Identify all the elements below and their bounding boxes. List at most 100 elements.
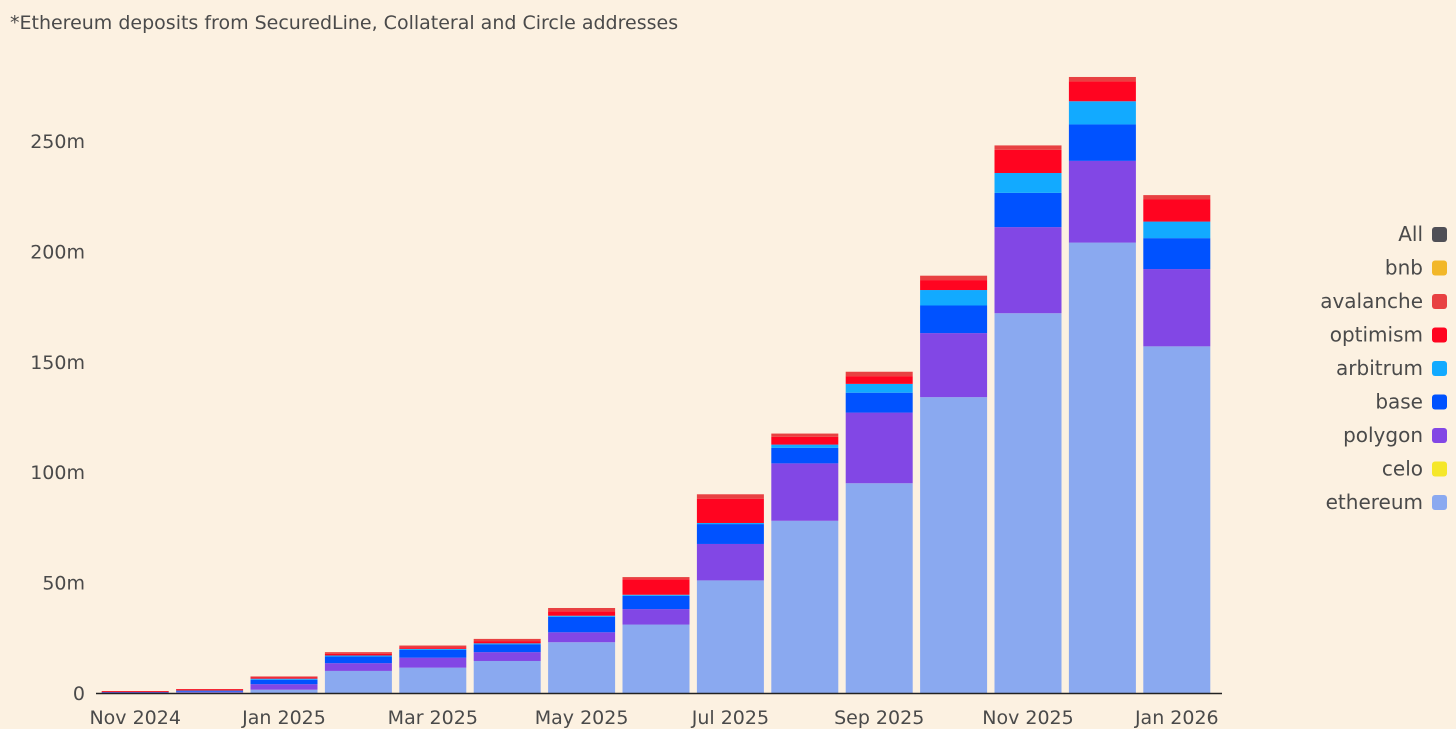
bar-segment-arbitrum[interactable] bbox=[324, 655, 392, 657]
bar-segment-base[interactable] bbox=[622, 595, 690, 610]
bar-segment-avalanche[interactable] bbox=[473, 638, 541, 642]
bar-segment-arbitrum[interactable] bbox=[1143, 221, 1211, 239]
bar-segment-base[interactable] bbox=[1068, 124, 1136, 161]
legend-item-celo[interactable]: celo bbox=[1382, 457, 1447, 481]
bar-segment-avalanche[interactable] bbox=[1068, 76, 1136, 82]
bar-segment-arbitrum[interactable] bbox=[176, 690, 244, 692]
bar-segment-arbitrum[interactable] bbox=[1068, 101, 1136, 125]
bar-segment-ethereum[interactable] bbox=[1068, 242, 1136, 693]
bar-segment-base[interactable] bbox=[771, 447, 839, 464]
legend-item-ethereum[interactable]: ethereum bbox=[1326, 490, 1447, 514]
bar-segment-avalanche[interactable] bbox=[548, 607, 616, 612]
bar-segment-avalanche[interactable] bbox=[994, 145, 1062, 150]
legend-item-polygon[interactable]: polygon bbox=[1343, 423, 1447, 447]
bar-segment-ethereum[interactable] bbox=[324, 670, 392, 693]
bar-segment-base[interactable] bbox=[920, 305, 988, 334]
bar-segment-base[interactable] bbox=[548, 616, 616, 633]
bar-segment-polygon[interactable] bbox=[473, 652, 541, 661]
bar-segment-base[interactable] bbox=[994, 192, 1062, 228]
bar-segment-arbitrum[interactable] bbox=[399, 648, 467, 650]
bar-segment-ethereum[interactable] bbox=[399, 667, 467, 693]
bar-stack-aug-2025[interactable] bbox=[771, 433, 839, 693]
bar-segment-avalanche[interactable] bbox=[399, 645, 467, 648]
bar-segment-polygon[interactable] bbox=[548, 632, 616, 643]
legend-item-arbitrum[interactable]: arbitrum bbox=[1336, 356, 1447, 380]
bar-segment-polygon[interactable] bbox=[920, 333, 988, 398]
bar-segment-polygon[interactable] bbox=[622, 609, 690, 625]
bar-segment-polygon[interactable] bbox=[1068, 160, 1136, 243]
bar-segment-avalanche[interactable] bbox=[1143, 195, 1211, 200]
bar-segment-avalanche[interactable] bbox=[176, 689, 244, 690]
bar-segment-ethereum[interactable] bbox=[771, 520, 839, 693]
bar-segment-polygon[interactable] bbox=[324, 663, 392, 671]
bar-segment-polygon[interactable] bbox=[250, 684, 318, 690]
bar-segment-ethereum[interactable] bbox=[994, 313, 1062, 693]
bar-stack-dec-2024[interactable] bbox=[176, 689, 244, 693]
bar-segment-ethereum[interactable] bbox=[696, 580, 764, 693]
bar-segment-optimism[interactable] bbox=[771, 436, 839, 445]
bar-stack-may-2025[interactable] bbox=[548, 607, 616, 693]
bar-stack-sep-2025[interactable] bbox=[845, 371, 913, 693]
bar-segment-base[interactable] bbox=[399, 649, 467, 658]
bar-segment-base[interactable] bbox=[845, 392, 913, 413]
bar-segment-optimism[interactable] bbox=[399, 647, 467, 649]
bar-segment-optimism[interactable] bbox=[920, 280, 988, 291]
bar-segment-ethereum[interactable] bbox=[473, 660, 541, 693]
bar-segment-arbitrum[interactable] bbox=[771, 444, 839, 448]
bar-segment-polygon[interactable] bbox=[696, 543, 764, 581]
bar-segment-base[interactable] bbox=[696, 524, 764, 544]
bar-segment-ethereum[interactable] bbox=[176, 692, 244, 693]
legend-item-All[interactable]: All bbox=[1398, 222, 1447, 246]
bar-segment-optimism[interactable] bbox=[250, 677, 318, 679]
bar-segment-base[interactable] bbox=[473, 644, 541, 653]
bar-segment-ethereum[interactable] bbox=[548, 642, 616, 693]
bar-segment-base[interactable] bbox=[324, 656, 392, 664]
bar-segment-arbitrum[interactable] bbox=[994, 173, 1062, 193]
bar-segment-avalanche[interactable] bbox=[771, 433, 839, 437]
bar-segment-avalanche[interactable] bbox=[101, 691, 169, 692]
bar-segment-polygon[interactable] bbox=[845, 412, 913, 484]
bar-segment-base[interactable] bbox=[101, 692, 169, 693]
bar-segment-polygon[interactable] bbox=[1143, 269, 1211, 347]
bar-segment-polygon[interactable] bbox=[994, 227, 1062, 314]
legend-item-bnb[interactable]: bnb bbox=[1385, 256, 1447, 280]
bar-segment-avalanche[interactable] bbox=[250, 676, 318, 678]
bar-segment-arbitrum[interactable] bbox=[622, 594, 690, 596]
bar-segment-arbitrum[interactable] bbox=[696, 522, 764, 525]
bar-stack-oct-2025[interactable] bbox=[920, 275, 988, 693]
bar-stack-jan-2026[interactable] bbox=[1143, 195, 1211, 693]
bar-segment-avalanche[interactable] bbox=[324, 652, 392, 654]
bar-segment-polygon[interactable] bbox=[399, 657, 467, 668]
bar-segment-optimism[interactable] bbox=[548, 611, 616, 616]
bar-segment-polygon[interactable] bbox=[771, 463, 839, 521]
bar-segment-ethereum[interactable] bbox=[250, 689, 318, 693]
bar-stack-dec-2025[interactable] bbox=[1068, 76, 1136, 693]
bar-stack-apr-2025[interactable] bbox=[473, 638, 541, 693]
bar-segment-optimism[interactable] bbox=[696, 498, 764, 523]
bar-segment-base[interactable] bbox=[1143, 238, 1211, 270]
legend-item-avalanche[interactable]: avalanche bbox=[1320, 289, 1447, 313]
legend-item-optimism[interactable]: optimism bbox=[1330, 323, 1447, 347]
bar-segment-avalanche[interactable] bbox=[845, 371, 913, 377]
bar-segment-optimism[interactable] bbox=[845, 376, 913, 384]
bar-segment-optimism[interactable] bbox=[994, 149, 1062, 174]
bar-stack-mar-2025[interactable] bbox=[399, 645, 467, 693]
bar-segment-arbitrum[interactable] bbox=[920, 290, 988, 306]
bar-segment-arbitrum[interactable] bbox=[548, 615, 616, 617]
bar-segment-ethereum[interactable] bbox=[1143, 346, 1211, 693]
bar-segment-optimism[interactable] bbox=[101, 691, 169, 693]
legend-item-base[interactable]: base bbox=[1375, 390, 1447, 414]
bar-segment-arbitrum[interactable] bbox=[473, 643, 541, 645]
bar-segment-avalanche[interactable] bbox=[920, 275, 988, 281]
bar-segment-avalanche[interactable] bbox=[696, 494, 764, 499]
bar-segment-optimism[interactable] bbox=[473, 641, 541, 644]
bar-stack-jun-2025[interactable] bbox=[622, 577, 690, 693]
bar-stack-jul-2025[interactable] bbox=[696, 494, 764, 693]
bar-segment-optimism[interactable] bbox=[622, 579, 690, 595]
bar-stack-jan-2025[interactable] bbox=[250, 676, 318, 693]
bar-stack-feb-2025[interactable] bbox=[324, 652, 392, 693]
bar-segment-ethereum[interactable] bbox=[920, 397, 988, 693]
bar-segment-arbitrum[interactable] bbox=[250, 678, 318, 680]
bar-segment-base[interactable] bbox=[250, 679, 318, 685]
bar-segment-ethereum[interactable] bbox=[845, 483, 913, 693]
